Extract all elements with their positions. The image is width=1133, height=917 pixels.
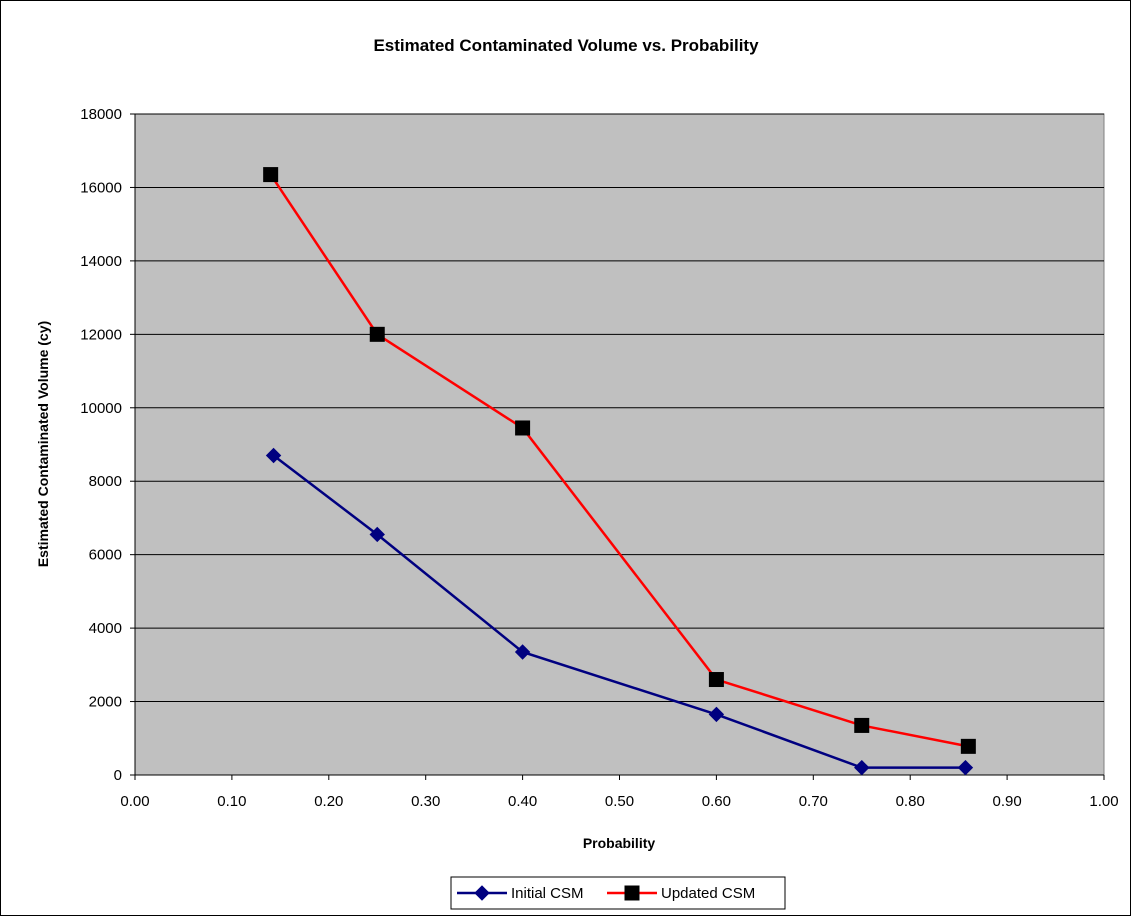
gridlines bbox=[135, 113, 1104, 703]
x-tick-label: 0.80 bbox=[896, 793, 925, 810]
tick-labels: 0 2000 4000 6000 8000 10000 12000 14000 16000 180… bbox=[80, 106, 1118, 810]
y-tick-label: 4000 bbox=[89, 620, 122, 637]
x-tick-label: 1.00 bbox=[1089, 793, 1118, 810]
x-tick-label: 0.00 bbox=[120, 793, 149, 810]
series-2 bbox=[263, 167, 976, 754]
series-line bbox=[269, 173, 969, 748]
data-point bbox=[960, 738, 976, 754]
data-point bbox=[854, 717, 870, 733]
x-tick-label: 0.90 bbox=[992, 793, 1021, 810]
x-tick-label: 0.10 bbox=[217, 793, 246, 810]
y-tick-label: 10000 bbox=[80, 400, 122, 417]
data-point bbox=[265, 447, 282, 464]
data-point bbox=[369, 526, 385, 543]
y-tick-label: 0 bbox=[114, 767, 122, 784]
y-tick-label: 12000 bbox=[80, 326, 122, 343]
legend-marker bbox=[474, 885, 490, 901]
legend-marker bbox=[624, 885, 640, 901]
y-tick-label: 6000 bbox=[89, 547, 122, 564]
legend-label: Initial CSM bbox=[511, 885, 584, 902]
y-tick-label: 8000 bbox=[89, 473, 122, 490]
chart-title: Estimated Contaminated Volume vs. Probab… bbox=[373, 36, 759, 55]
data-point bbox=[369, 326, 385, 342]
series-line bbox=[272, 454, 966, 769]
x-tick-label: 0.30 bbox=[411, 793, 440, 810]
data-point bbox=[263, 167, 279, 183]
series-1 bbox=[265, 447, 974, 776]
data-point bbox=[515, 420, 531, 436]
data-point bbox=[957, 759, 974, 776]
x-axis-label: Probability bbox=[583, 835, 656, 851]
x-tick-label: 0.20 bbox=[314, 793, 343, 810]
y-axis-label: Estimated Contaminated Volume (cy) bbox=[35, 321, 51, 567]
data-point bbox=[708, 672, 724, 688]
y-tick-label: 2000 bbox=[89, 694, 122, 711]
data-point bbox=[514, 644, 531, 660]
y-tick-label: 18000 bbox=[80, 106, 122, 123]
x-tick-label: 0.40 bbox=[508, 793, 537, 810]
legend-label: Updated CSM bbox=[661, 885, 755, 902]
x-tick-label: 0.50 bbox=[605, 793, 634, 810]
x-tick-label: 0.60 bbox=[702, 793, 731, 810]
data-point bbox=[708, 706, 725, 723]
data-point bbox=[854, 759, 870, 776]
x-tick-label: 0.70 bbox=[799, 793, 828, 810]
legend: Initial CSM Updated CSM bbox=[450, 876, 786, 910]
y-tick-label: 14000 bbox=[80, 253, 122, 270]
plot-area bbox=[134, 113, 1105, 776]
series-layer bbox=[263, 167, 976, 776]
y-tick-label: 16000 bbox=[80, 179, 122, 196]
